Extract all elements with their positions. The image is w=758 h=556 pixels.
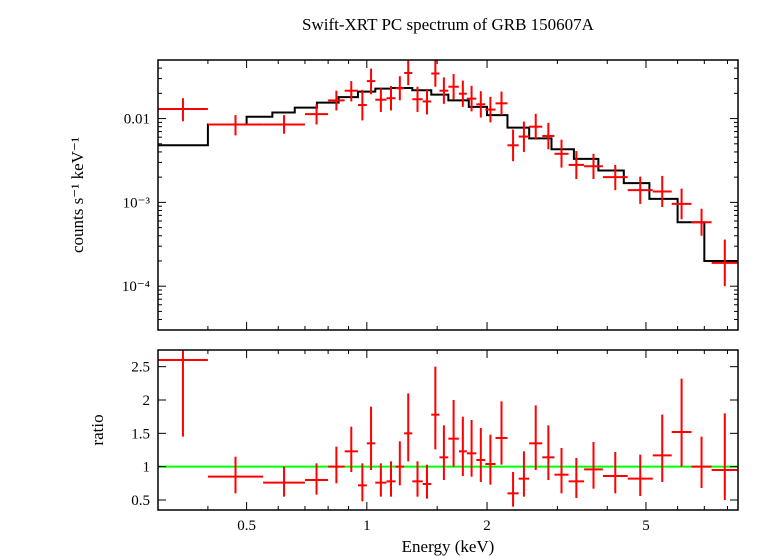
top-y-tick-label: 10⁻³ — [123, 195, 151, 211]
x-tick-label: 0.5 — [237, 518, 256, 534]
bottom-y-tick-label: 1 — [143, 460, 151, 476]
bottom-frame — [158, 350, 738, 510]
x-tick-label: 1 — [363, 518, 371, 534]
bottom-y-tick-label: 1.5 — [131, 426, 150, 442]
bottom-y-tick-label: 2 — [143, 393, 151, 409]
top-panel — [158, 60, 738, 286]
x-tick-label: 2 — [483, 518, 491, 534]
chart-title: Swift-XRT PC spectrum of GRB 150607A — [302, 15, 595, 34]
top-y-tick-label: 0.01 — [124, 112, 150, 128]
x-tick-label: 5 — [642, 518, 650, 534]
model-step-line — [158, 88, 738, 261]
bottom-y-tick-label: 2.5 — [131, 360, 150, 376]
spectrum-figure: Swift-XRT PC spectrum of GRB 150607A 0.5 1… — [0, 0, 758, 556]
bottom-panel — [158, 350, 738, 507]
bottom-y-axis-label: ratio — [88, 414, 107, 445]
top-y-tick-label: 10⁻⁴ — [122, 279, 150, 295]
chart-svg: Swift-XRT PC spectrum of GRB 150607A 0.5 1… — [0, 0, 758, 556]
bottom-y-tick-label: 0.5 — [131, 493, 150, 509]
top-y-axis-label: counts s⁻¹ keV⁻¹ — [68, 137, 87, 253]
x-axis-label: Energy (keV) — [402, 537, 495, 556]
